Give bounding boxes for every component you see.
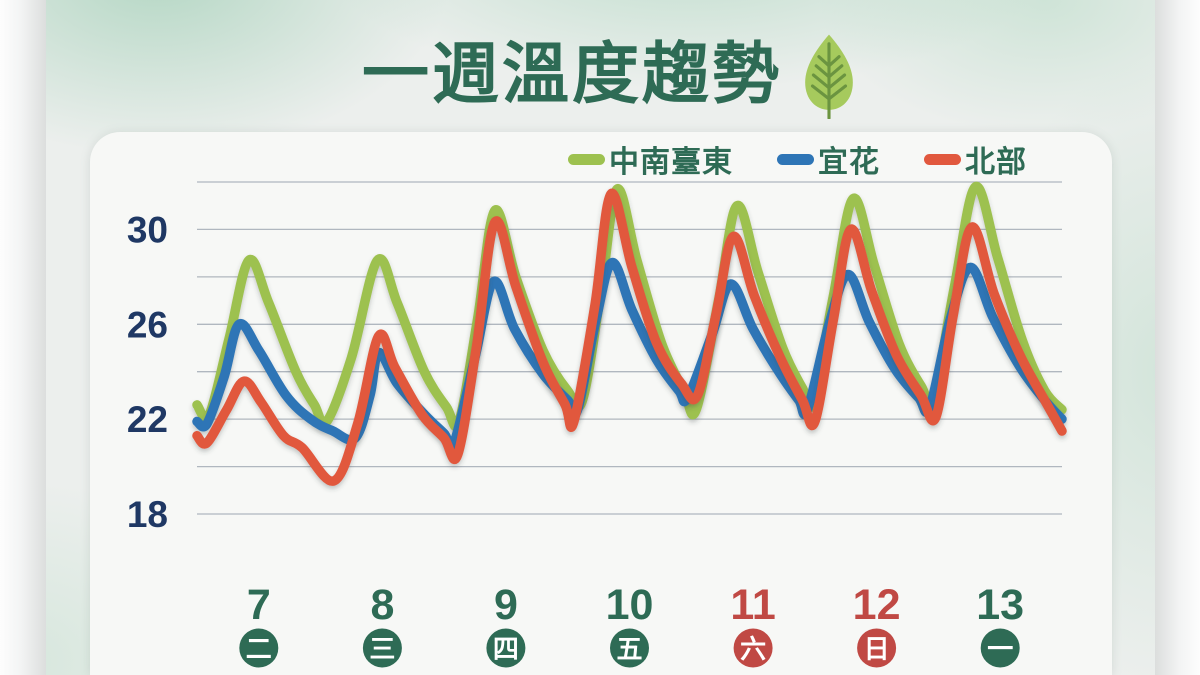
weekday-circle-11 bbox=[733, 628, 773, 668]
legend-label: 北部 bbox=[965, 146, 1027, 179]
series-line-2 bbox=[192, 188, 1067, 486]
weekday-label-8: 三 bbox=[369, 634, 395, 664]
y-tick-label-18: 18 bbox=[127, 494, 168, 535]
series-lines bbox=[192, 181, 1067, 486]
left-edge-band bbox=[0, 0, 46, 675]
weekday-circle-13 bbox=[980, 628, 1020, 668]
x-axis-labels: 7 二 8 三 9 四 10 五 11 六 12 日 13 一 bbox=[239, 581, 1024, 668]
weekday-circle-12 bbox=[857, 628, 897, 668]
date-label-11: 11 bbox=[730, 581, 775, 629]
weekday-circle-10 bbox=[610, 628, 649, 668]
y-tick-label-26: 26 bbox=[127, 304, 168, 345]
legend: 中南臺東 宜花 北部 bbox=[568, 141, 1027, 179]
header: 一週溫度趨勢 bbox=[12, 26, 1200, 122]
y-tick-label-22: 22 bbox=[127, 399, 168, 440]
weekday-label-9: 四 bbox=[493, 634, 519, 664]
legend-dash-blue bbox=[777, 153, 814, 165]
date-label-8: 8 bbox=[370, 581, 394, 629]
series-line-0 bbox=[192, 181, 1067, 432]
weekday-label-12: 日 bbox=[864, 634, 890, 664]
right-edge-band bbox=[1155, 0, 1200, 675]
legend-label: 中南臺東 bbox=[609, 146, 733, 179]
page-title: 一週溫度趨勢 bbox=[362, 36, 782, 112]
weekday-label-13: 一 bbox=[987, 634, 1013, 664]
y-axis-labels: 30 26 22 18 bbox=[127, 209, 168, 535]
date-label-9: 9 bbox=[494, 581, 518, 629]
legend-item-north: 北部 bbox=[924, 137, 1027, 181]
weekday-circle-9 bbox=[486, 628, 526, 668]
legend-label: 宜花 bbox=[818, 146, 880, 179]
weekday-label-10: 五 bbox=[616, 634, 642, 664]
date-label-13: 13 bbox=[976, 581, 1024, 629]
date-label-12: 12 bbox=[853, 581, 901, 629]
legend-item-yilan-hualien: 宜花 bbox=[777, 137, 880, 181]
legend-dash-red bbox=[924, 153, 961, 165]
weekday-circle-7 bbox=[239, 628, 279, 668]
leaf-icon bbox=[805, 34, 853, 119]
weekday-circle-8 bbox=[362, 628, 402, 668]
date-label-7: 7 bbox=[247, 581, 271, 629]
date-label-10: 10 bbox=[606, 581, 654, 629]
weekday-label-11: 六 bbox=[740, 634, 766, 664]
y-tick-label-30: 30 bbox=[127, 209, 168, 250]
weekday-label-7: 二 bbox=[246, 634, 272, 664]
legend-dash-green bbox=[568, 153, 605, 165]
legend-item-central-south-taitung: 中南臺東 bbox=[568, 137, 733, 181]
